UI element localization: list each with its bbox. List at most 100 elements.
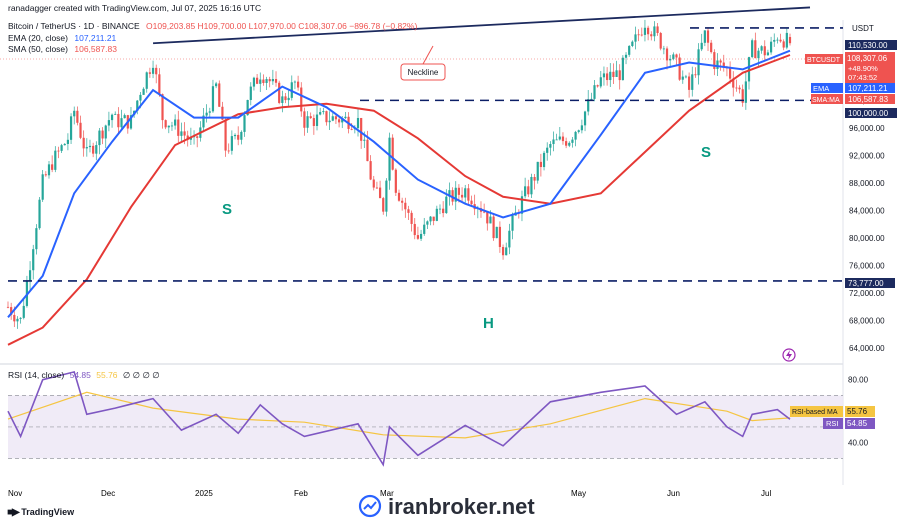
candle-body — [202, 115, 205, 128]
candle-body — [88, 145, 92, 148]
candle-body — [104, 125, 107, 139]
candle-body — [728, 68, 732, 79]
candle-body — [571, 139, 574, 143]
price-tick-label: 80,000.00 — [849, 234, 885, 243]
candle-body — [151, 67, 155, 74]
ema-value-tag-bg — [845, 83, 895, 93]
right-shoulder-label: S — [701, 144, 711, 161]
tradingview-logo[interactable]: ■▶ TradingView — [7, 507, 74, 518]
candle-body — [596, 85, 599, 87]
candle-body — [757, 50, 760, 59]
change-tag: +48.90% — [848, 64, 878, 73]
candle-body — [344, 116, 347, 119]
candle-body — [647, 27, 650, 35]
candle-body — [656, 26, 659, 34]
candle-body — [76, 110, 79, 123]
sma-legend: SMA (50, close) 106,587.83 — [8, 44, 117, 55]
candle-body — [306, 116, 309, 128]
candle-body — [524, 186, 527, 197]
candle-body — [41, 174, 44, 200]
rsi-ma-tag-bg — [790, 406, 843, 417]
support-low-tag-bg — [845, 278, 895, 288]
tv-mark-icon: ■▶ — [7, 507, 20, 518]
candle-body — [117, 113, 120, 128]
candle-body — [47, 164, 51, 176]
candle-body — [470, 200, 473, 205]
candle-body — [530, 176, 533, 195]
candle-body — [281, 96, 284, 103]
candle-body — [183, 131, 186, 136]
candle-body — [501, 246, 505, 256]
candle-body — [713, 52, 716, 69]
candle-body — [265, 79, 268, 83]
candle-body — [388, 137, 391, 181]
candle-body — [703, 30, 706, 43]
candle-body — [32, 249, 35, 271]
time-label-jul: Jul — [761, 489, 771, 498]
candle-body — [426, 221, 429, 225]
symbol-line: Bitcoin / TetherUS · 1D · BINANCE O109,2… — [8, 21, 417, 32]
support-high-tag: 100,000.00 — [848, 109, 889, 118]
candle-body — [129, 115, 133, 129]
candle-body — [716, 60, 719, 69]
candle-body — [208, 111, 211, 113]
candle-body — [754, 40, 757, 59]
candle-body — [687, 76, 691, 90]
candle-body — [710, 42, 713, 53]
head-label: H — [483, 315, 494, 332]
candle-body — [114, 113, 117, 115]
sma-50-line — [7, 54, 791, 346]
candle-body — [628, 45, 631, 55]
candle-body — [145, 72, 148, 89]
candle-body — [495, 226, 498, 239]
candle-body — [218, 83, 221, 107]
candle-body — [6, 306, 10, 308]
time-label-jun: Jun — [667, 489, 680, 498]
candles — [6, 19, 792, 329]
candle-body — [51, 164, 54, 170]
ema-20-line — [7, 49, 791, 318]
symbol-name: Bitcoin / TetherUS · 1D · BINANCE — [8, 21, 140, 31]
candle-body — [123, 115, 126, 119]
candle-body — [271, 79, 274, 82]
candle-body — [382, 198, 385, 212]
candle-body — [700, 42, 703, 50]
candle-body — [142, 88, 145, 95]
candle-body — [215, 83, 218, 87]
candle-body — [274, 79, 278, 83]
time-label-dec: Dec — [101, 489, 115, 498]
watermark-logo-icon — [358, 494, 382, 518]
candle-body — [177, 119, 180, 136]
price-tick-label: 72,000.00 — [849, 289, 885, 298]
candle-body — [60, 145, 63, 151]
lightning-icon[interactable] — [782, 348, 796, 362]
candle-body — [580, 125, 583, 131]
candle-body — [706, 30, 710, 43]
rsi-axis-tick-80: 80.00 — [848, 376, 869, 385]
neckline-trendline[interactable] — [152, 6, 811, 45]
candle-body — [442, 208, 445, 214]
ema-legend: EMA (20, close) 107,211.21 — [8, 33, 116, 44]
candle-body — [536, 161, 539, 181]
candle-body — [22, 305, 25, 318]
candle-body — [167, 125, 170, 128]
candle-body — [665, 48, 669, 61]
time-label-nov: Nov — [8, 489, 22, 498]
candle-body — [69, 116, 73, 140]
candle-body — [356, 117, 360, 129]
candle-body — [98, 130, 101, 146]
candle-body — [319, 112, 322, 115]
ema-tag-bg — [811, 83, 843, 93]
candle-body — [542, 152, 546, 168]
price-tick-label: 92,000.00 — [849, 151, 885, 160]
candle-body — [334, 116, 338, 120]
candle-body — [498, 226, 502, 247]
candle-body — [508, 230, 511, 248]
candle-body — [211, 86, 215, 112]
candle-body — [568, 142, 571, 146]
candle-body — [621, 57, 624, 81]
candle-body — [738, 87, 741, 90]
candle-body — [73, 110, 76, 117]
candle-body — [227, 150, 230, 152]
